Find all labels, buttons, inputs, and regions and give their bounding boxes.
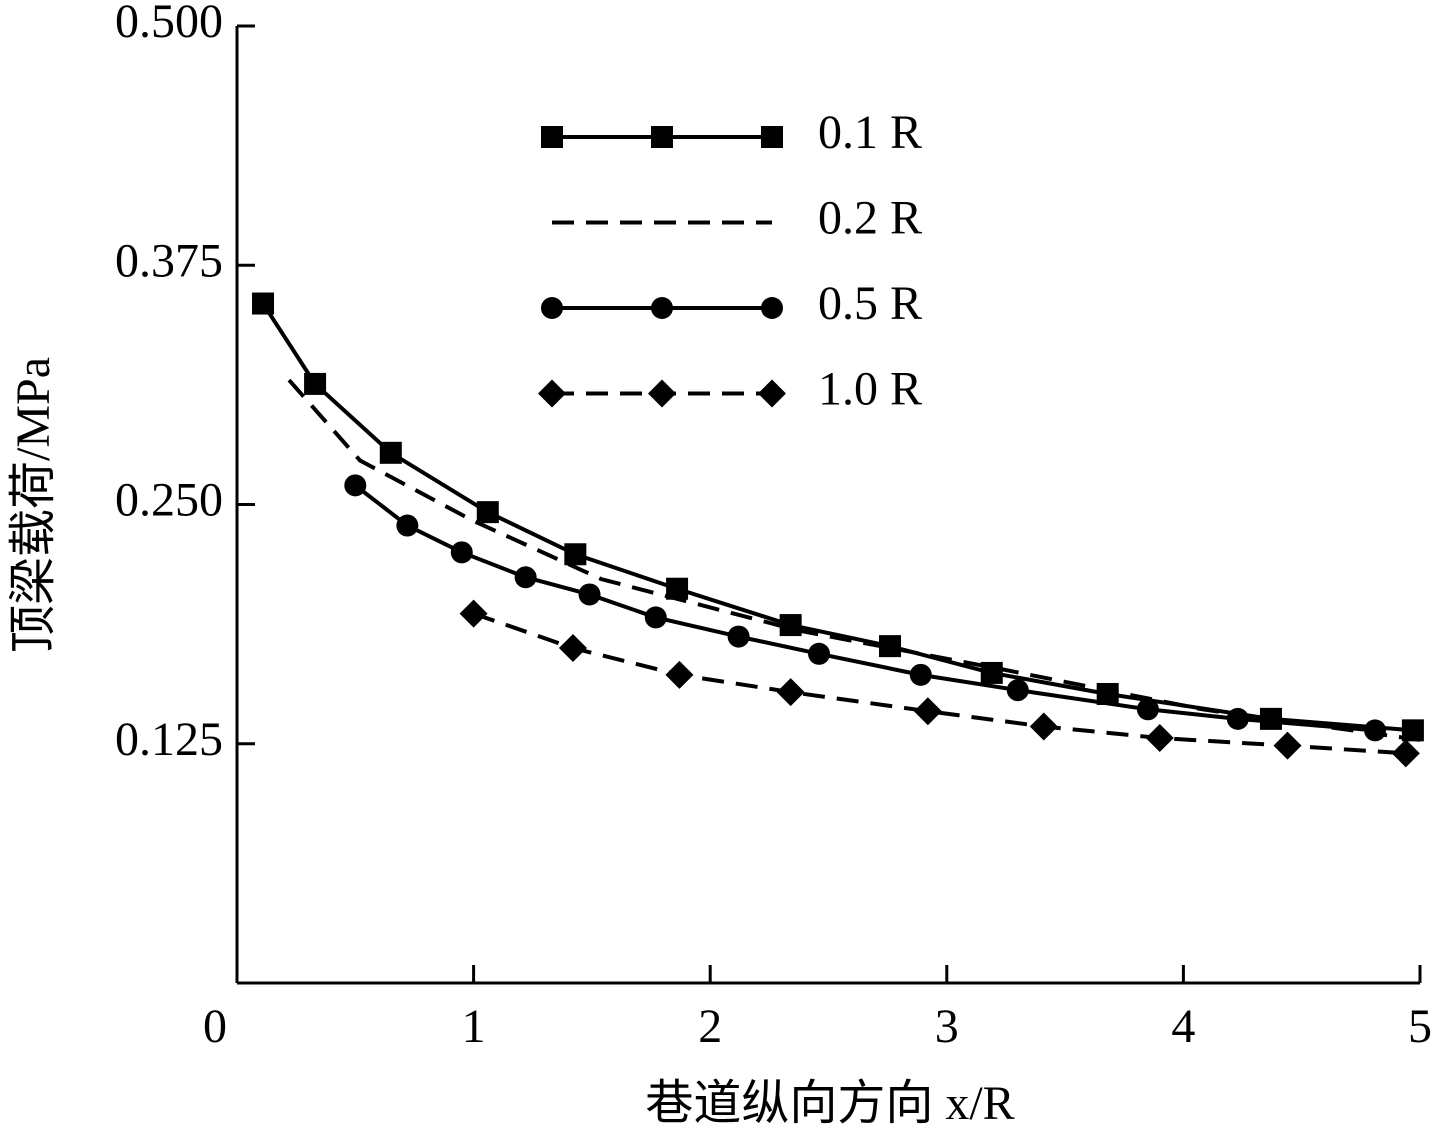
y-tick-label: 0.250 xyxy=(115,474,223,527)
marker xyxy=(304,372,327,395)
marker xyxy=(913,697,942,726)
x-tick-label: 0 xyxy=(203,1000,227,1053)
marker xyxy=(1364,719,1387,742)
marker xyxy=(1273,731,1302,760)
marker xyxy=(396,514,419,537)
y-tick-label: 0.125 xyxy=(115,713,223,766)
series-line xyxy=(287,378,1421,742)
marker xyxy=(252,292,275,315)
marker xyxy=(344,474,367,497)
legend-marker xyxy=(758,379,786,408)
marker xyxy=(558,634,587,663)
legend-marker xyxy=(538,379,566,408)
marker xyxy=(1401,719,1424,742)
marker xyxy=(727,625,750,648)
marker xyxy=(665,660,694,689)
legend-marker xyxy=(761,126,783,148)
legend-label: 0.2 R xyxy=(818,192,922,245)
marker xyxy=(379,441,402,464)
x-axis-label: 巷道纵向方向 x/R xyxy=(645,1077,1014,1130)
legend-label: 1.0 R xyxy=(818,363,922,416)
marker xyxy=(776,678,805,707)
marker xyxy=(808,642,831,665)
marker xyxy=(450,541,473,564)
marker xyxy=(1006,679,1029,702)
marker xyxy=(459,599,488,628)
x-tick-label: 3 xyxy=(935,1000,959,1053)
legend-marker xyxy=(541,297,563,319)
marker xyxy=(564,543,587,566)
marker xyxy=(1029,712,1058,741)
legend-marker xyxy=(761,297,783,319)
series-line xyxy=(261,302,1414,733)
marker xyxy=(578,583,601,606)
series-line xyxy=(472,611,1406,756)
x-tick-label: 4 xyxy=(1171,1000,1195,1053)
marker xyxy=(1136,698,1159,721)
legend-label: 0.5 R xyxy=(818,277,922,330)
y-tick-label: 0.500 xyxy=(115,0,223,48)
y-axis-label: 顶梁载荷/MPa xyxy=(7,357,60,653)
marker xyxy=(1226,707,1249,730)
marker xyxy=(644,606,667,629)
legend-marker xyxy=(648,379,676,408)
marker xyxy=(779,614,802,637)
marker xyxy=(514,566,537,589)
x-tick-label: 1 xyxy=(462,1000,486,1053)
legend-label: 0.1 R xyxy=(818,106,922,159)
marker xyxy=(666,577,689,600)
marker xyxy=(909,663,932,686)
marker xyxy=(879,635,902,658)
x-tick-label: 5 xyxy=(1408,1000,1432,1053)
marker xyxy=(1145,724,1174,753)
y-tick-label: 0.375 xyxy=(115,234,223,287)
marker xyxy=(476,501,499,524)
x-tick-label: 2 xyxy=(698,1000,722,1053)
legend-marker xyxy=(651,297,673,319)
legend-marker xyxy=(541,126,563,148)
marker xyxy=(1391,739,1420,768)
legend-marker xyxy=(651,126,673,148)
